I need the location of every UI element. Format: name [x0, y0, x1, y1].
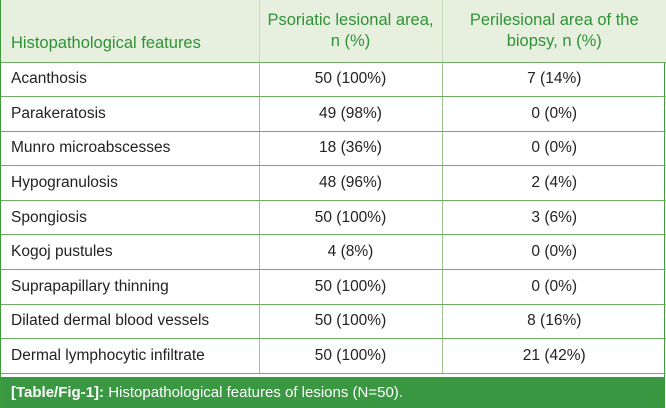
lesional-value: 50 (100%) [259, 304, 443, 340]
perilesional-value: 21 (42%) [442, 338, 666, 374]
perilesional-value: 3 (6%) [442, 200, 666, 236]
feature-name: Dilated dermal blood vessels [1, 304, 260, 340]
header-perilesional-area: Perilesional area of the biopsy, n (%) [442, 0, 666, 63]
perilesional-value: 2 (4%) [442, 165, 666, 201]
feature-name: Suprapapillary thinning [1, 269, 260, 305]
lesional-value: 4 (8%) [259, 234, 443, 271]
lesional-value: 18 (36%) [259, 131, 443, 167]
feature-name: Munro microabscesses [1, 131, 260, 167]
table-row: Dermal lymphocytic infiltrate 50 (100%) … [1, 338, 666, 374]
feature-name: Kogoj pustules [1, 234, 260, 271]
lesional-value: 50 (100%) [259, 269, 443, 305]
header-row: Histopathological features Psoriatic les… [1, 0, 666, 63]
table-header: Histopathological features Psoriatic les… [1, 0, 666, 63]
table-row: Munro microabscesses 18 (36%) 0 (0%) [1, 131, 666, 167]
perilesional-value: 8 (16%) [442, 304, 666, 340]
caption-text: Histopathological features of lesions (N… [108, 384, 403, 401]
lesional-value: 50 (100%) [259, 200, 443, 236]
perilesional-value: 0 (0%) [442, 234, 666, 271]
table-row: Hypogranulosis 48 (96%) 2 (4%) [1, 165, 666, 201]
header-lesional-area: Psoriatic lesional area, n (%) [259, 0, 443, 63]
table-row: Spongiosis 50 (100%) 3 (6%) [1, 200, 666, 236]
feature-name: Parakeratosis [1, 96, 260, 132]
perilesional-value: 0 (0%) [442, 96, 666, 132]
table-caption: [Table/Fig-1]: Histopathological feature… [1, 377, 664, 408]
table-row: Kogoj pustules 4 (8%) 0 (0%) [1, 234, 666, 271]
table-row: Acanthosis 50 (100%) 7 (14%) [1, 62, 666, 98]
lesional-value: 50 (100%) [259, 62, 443, 98]
table-row: Parakeratosis 49 (98%) 0 (0%) [1, 96, 666, 132]
perilesional-value: 0 (0%) [442, 269, 666, 305]
table-row: Dilated dermal blood vessels 50 (100%) 8… [1, 304, 666, 340]
header-features: Histopathological features [1, 0, 260, 63]
feature-name: Dermal lymphocytic infiltrate [1, 338, 260, 374]
perilesional-value: 0 (0%) [442, 131, 666, 167]
feature-name: Hypogranulosis [1, 165, 260, 201]
feature-name: Acanthosis [1, 62, 260, 98]
lesional-value: 50 (100%) [259, 338, 443, 374]
feature-name: Spongiosis [1, 200, 260, 236]
histopathology-table: Histopathological features Psoriatic les… [1, 0, 666, 374]
lesional-value: 49 (98%) [259, 96, 443, 132]
table-body: Acanthosis 50 (100%) 7 (14%) Parakeratos… [1, 62, 666, 374]
caption-label: [Table/Fig-1]: [11, 384, 105, 401]
table-row: Suprapapillary thinning 50 (100%) 0 (0%) [1, 269, 666, 305]
perilesional-value: 7 (14%) [442, 62, 666, 98]
lesional-value: 48 (96%) [259, 165, 443, 201]
